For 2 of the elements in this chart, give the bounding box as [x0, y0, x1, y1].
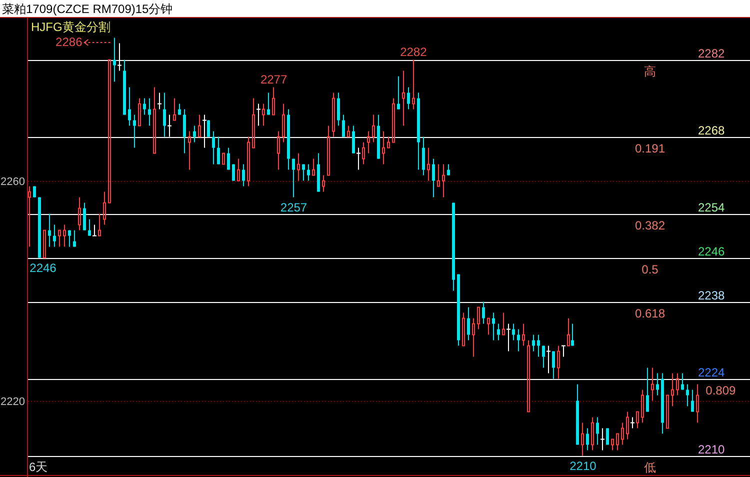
subtitle: HJFG黄金分割	[31, 20, 110, 34]
title: 菜粕1709(CZCE RM709)15分钟	[2, 2, 173, 16]
